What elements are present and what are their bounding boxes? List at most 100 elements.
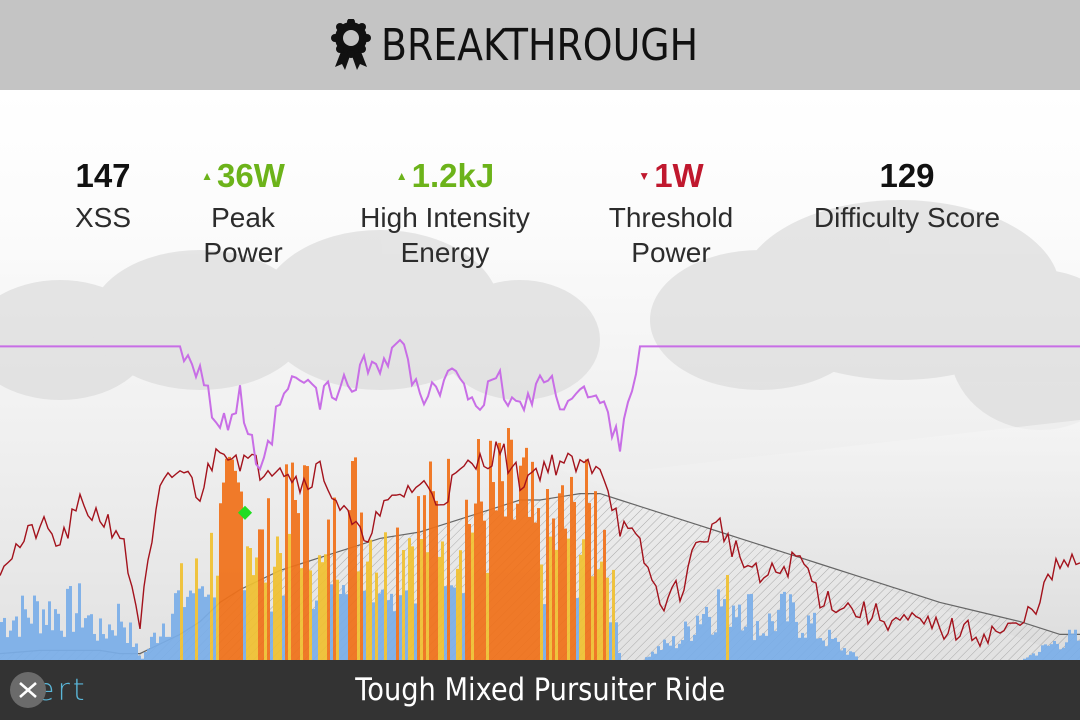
power-bar xyxy=(168,636,171,660)
power-bar xyxy=(231,459,234,660)
power-bar xyxy=(681,640,684,660)
power-bar xyxy=(558,493,561,660)
power-bar xyxy=(366,561,369,660)
power-bar xyxy=(672,636,675,660)
power-bar xyxy=(816,638,819,660)
power-bar xyxy=(153,632,156,660)
power-bar xyxy=(372,602,375,660)
power-bar xyxy=(840,650,843,660)
power-bar xyxy=(786,621,789,660)
peak-power-label: Peak Power xyxy=(203,202,283,268)
power-bar xyxy=(66,588,69,660)
power-bar xyxy=(741,630,744,660)
power-bar xyxy=(297,513,300,660)
power-bar xyxy=(801,632,804,660)
power-bar xyxy=(450,585,453,660)
power-bar xyxy=(15,616,18,660)
power-bar xyxy=(471,532,474,660)
stat-label: High Intensity Energy xyxy=(360,200,530,270)
power-bar xyxy=(288,533,291,660)
logo-x-icon xyxy=(10,672,46,708)
stat-value: ▲ 1.2kJ xyxy=(360,156,530,196)
power-bar xyxy=(522,457,525,660)
power-bar xyxy=(1053,641,1056,660)
power-bar xyxy=(54,609,57,660)
xert-logo: ert xyxy=(10,671,120,709)
workout-chart xyxy=(0,338,1080,660)
power-bar xyxy=(603,529,606,660)
power-bar xyxy=(291,462,294,660)
power-bar xyxy=(690,640,693,660)
power-bar xyxy=(738,604,741,660)
stat-value: 129 xyxy=(814,156,1000,196)
power-bar xyxy=(795,621,798,660)
power-bar xyxy=(132,646,135,660)
power-bar xyxy=(99,618,102,660)
power-bar xyxy=(219,503,222,660)
xss-value: 147 xyxy=(75,157,131,194)
power-bar xyxy=(255,557,258,660)
power-bar xyxy=(180,563,183,660)
power-bar xyxy=(330,584,333,660)
power-bar xyxy=(75,613,78,660)
stat-value: 147 xyxy=(75,156,131,196)
power-bar xyxy=(1041,645,1044,660)
power-bar xyxy=(1032,653,1035,660)
power-bar xyxy=(150,636,153,660)
power-bar xyxy=(165,636,168,660)
power-bar xyxy=(240,491,243,660)
power-bar xyxy=(261,529,264,660)
trend-up-icon: ▲ xyxy=(395,169,408,183)
power-bar xyxy=(402,550,405,660)
power-bar xyxy=(567,538,570,660)
power-bar xyxy=(771,621,774,660)
power-bar xyxy=(1050,644,1053,660)
power-bar xyxy=(162,623,165,660)
threshold-power-label: Threshold Power xyxy=(608,202,734,268)
power-bar xyxy=(123,627,126,660)
power-bar xyxy=(273,566,276,660)
hie-label: High Intensity Energy xyxy=(360,202,530,268)
power-bar xyxy=(90,614,93,660)
power-bar xyxy=(144,652,147,660)
power-bar xyxy=(129,622,132,660)
power-bar xyxy=(534,522,537,660)
stat-label: Difficulty Score xyxy=(813,202,1001,233)
power-bar xyxy=(612,569,615,660)
power-bar xyxy=(222,482,225,660)
power-bar xyxy=(687,626,690,660)
stat-label: Threshold Power xyxy=(609,200,734,270)
power-bar xyxy=(39,633,42,660)
power-bar xyxy=(597,569,600,660)
power-bar xyxy=(30,623,33,660)
power-bars xyxy=(0,428,1080,660)
power-bar xyxy=(501,481,504,660)
power-bar xyxy=(12,620,15,660)
power-bar xyxy=(27,617,30,660)
power-bar xyxy=(63,636,66,660)
power-bar xyxy=(315,600,318,660)
power-bar xyxy=(405,590,408,660)
power-bar xyxy=(717,589,720,660)
power-bar xyxy=(48,601,51,660)
power-bar xyxy=(576,598,579,660)
footer-bar: Tough Mixed Pursuiter Ride xyxy=(0,660,1080,720)
power-bar xyxy=(555,549,558,660)
power-bar xyxy=(369,539,372,660)
power-bar xyxy=(696,615,699,660)
power-bar xyxy=(654,653,657,660)
power-bar xyxy=(141,658,144,660)
power-bar xyxy=(237,482,240,660)
power-bar xyxy=(600,561,603,660)
power-bar xyxy=(789,594,792,660)
power-bar xyxy=(93,633,96,660)
breakthrough-marker xyxy=(237,505,253,520)
threshold-power-value: 1W xyxy=(654,157,704,194)
power-bar xyxy=(309,570,312,660)
power-bar xyxy=(138,655,141,660)
power-bar xyxy=(360,512,363,660)
power-bar xyxy=(198,588,201,660)
power-bar xyxy=(282,595,285,660)
power-bar xyxy=(744,626,747,660)
power-bar xyxy=(84,618,87,660)
